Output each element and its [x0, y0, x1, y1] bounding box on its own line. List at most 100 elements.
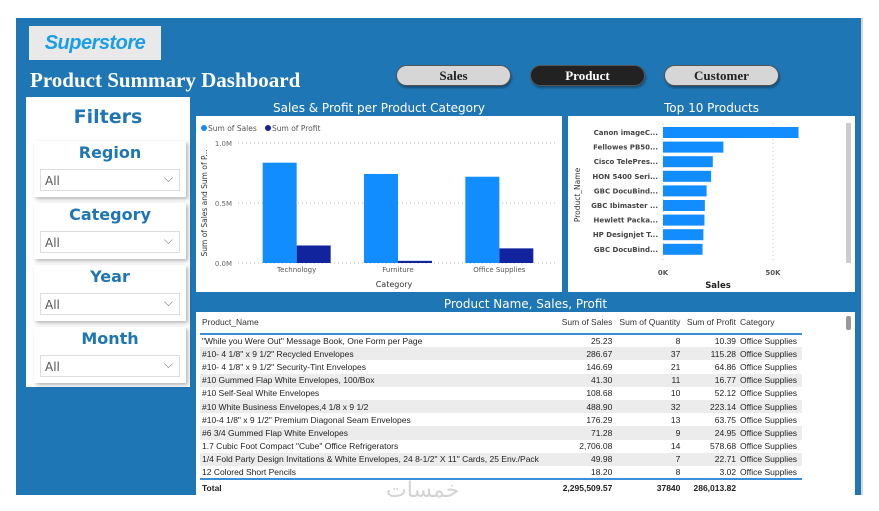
table-cell: #10- 4 1/8" x 9 1/2" Security-Tint Envel…: [202, 361, 366, 372]
category-chart-panel: Sales & Profit per Product Category 0.0M…: [196, 100, 562, 292]
table-cell: #10-4 1/8" x 9 1/2" Premium Diagonal Sea…: [202, 414, 411, 425]
table-cell: Office Supplies: [740, 388, 798, 399]
category-chart-title: Sales & Profit per Product Category: [196, 100, 562, 117]
table-cell: Office Supplies: [740, 361, 798, 372]
legend-label: Sum of Sales: [208, 124, 257, 133]
legend-marker: [201, 125, 207, 131]
table-cell: 13: [670, 414, 681, 425]
product-label: Fellowes PB50...: [593, 144, 658, 152]
table-cell: 24.95: [714, 427, 737, 438]
filters-panel: Filters Region All ⌵ Category All ⌵ Year A…: [26, 97, 190, 387]
category-slicer: Category All ⌵: [34, 203, 186, 259]
table-row[interactable]: #10- 4 1/8" x 9 1/2" Security-Tint Envel…: [200, 360, 802, 373]
table-row[interactable]: #10 Gummed Flap White Envelopes, 100/Box…: [200, 373, 802, 387]
table-row[interactable]: #10 White Business Envelopes,4 1/8 x 9 1…: [200, 399, 802, 414]
year-slicer: Year All ⌵: [34, 265, 186, 321]
bar-profit: [296, 245, 331, 263]
region-label: Region: [78, 143, 142, 162]
product-bar: [663, 141, 724, 153]
table-row[interactable]: #10- 4 1/8" x 9 1/2" Recycled Envelopes 2…: [200, 347, 802, 361]
chevron-down-icon: ⌵: [163, 295, 173, 309]
chevron-down-icon: ⌵: [163, 233, 173, 247]
region-slicer: Region All ⌵: [34, 141, 186, 197]
x-axis-title: Category: [376, 280, 413, 289]
table-cell: 18.20: [591, 466, 613, 477]
table-row[interactable]: 1/4 Fold Party Design Invitations & Whit…: [200, 452, 802, 466]
table-cell: 10.39: [714, 336, 737, 347]
nav-sales-button[interactable]: Sales: [396, 65, 511, 86]
x-tick-label: Office Supplies: [473, 266, 526, 274]
product-label: GBC DocuBind...: [594, 246, 658, 254]
x-tick-label: 0K: [658, 269, 669, 277]
table-cell: 115.28: [710, 348, 737, 359]
region-value: All: [45, 174, 60, 188]
table-row[interactable]: 1.7 Cubic Foot Compact "Cube" Office Ref…: [200, 440, 802, 453]
category-dropdown[interactable]: All ⌵: [40, 231, 180, 253]
table-cell: 10: [670, 388, 681, 399]
table-cell: 37: [670, 348, 681, 359]
table-cell: 8: [675, 336, 681, 347]
month-dropdown[interactable]: All ⌵: [40, 355, 180, 377]
nav-product-button[interactable]: Product: [530, 65, 645, 86]
category-bar-chart: 0.0M 0.5M 1.0M Sum of Sales Sum of Profit Tec…: [200, 124, 556, 289]
bar-profit: [398, 260, 432, 263]
column-header[interactable]: Product_Name: [202, 317, 259, 327]
table-cell: 12 Colored Short Pencils: [202, 466, 297, 477]
table-cell: 2,706.08: [579, 441, 613, 452]
product-label: Canon imageC...: [594, 129, 658, 137]
product-bar: [663, 229, 704, 241]
x-tick-label: Furniture: [382, 266, 413, 274]
table-cell: 25.23: [591, 336, 613, 347]
bar-sales: [364, 173, 398, 263]
table-cell: 11: [671, 375, 681, 386]
column-header[interactable]: Category: [740, 317, 775, 327]
chart-scrollbar[interactable]: [846, 123, 851, 263]
product-table: Product_Name Sum of Sales Sum of Quantity S…: [200, 314, 802, 494]
top-products-chart: 0K 50K Canon imageC... Fellowes PB50... Cisc…: [573, 123, 851, 291]
table-cell: Office Supplies: [740, 427, 798, 438]
table-cell: Office Supplies: [740, 454, 798, 465]
column-header[interactable]: Sum of Sales: [561, 317, 613, 327]
table-cell: 22.71: [714, 454, 737, 465]
product-bar: [663, 185, 707, 197]
table-row[interactable]: #10-4 1/8" x 9 1/2" Premium Diagonal Sea…: [200, 413, 802, 426]
column-header[interactable]: Sum of Quantity: [619, 317, 681, 327]
table-cell: 146.69: [586, 361, 613, 372]
product-label: GBC DocuBind...: [594, 187, 658, 195]
year-dropdown[interactable]: All ⌵: [40, 293, 180, 315]
table-cell: Office Supplies: [740, 336, 798, 347]
nav-customer-button[interactable]: Customer: [664, 65, 779, 86]
page-title: Product Summary Dashboard: [30, 68, 301, 92]
table-cell: 1/4 Fold Party Design Invitations & Whit…: [202, 454, 539, 465]
table-row[interactable]: "While you Were Out" Message Book, One F…: [200, 334, 802, 347]
column-header[interactable]: Sum of Profit: [686, 317, 737, 327]
table-row[interactable]: #10 Self-Seal White Envelopes 108.68 10 52.…: [200, 387, 802, 400]
table-cell: 7: [675, 454, 681, 465]
y-axis-title: Sum of Sales and Sum of P...: [200, 150, 209, 257]
table-cell: 64.86: [714, 361, 737, 372]
table-cell: 176.29: [586, 414, 613, 425]
table-row[interactable]: #6 3/4 Gummed Flap White Envelopes 71.28 9…: [200, 426, 802, 440]
table-row[interactable]: 12 Colored Short Pencils 18.20 8 3.02 Office…: [200, 466, 802, 479]
table-cell: 286.67: [586, 348, 613, 359]
total-cell: Total: [202, 483, 222, 494]
table-cell: 8: [675, 466, 681, 477]
total-cell: 37840: [656, 483, 681, 494]
product-label: Hewlett Packa...: [593, 217, 658, 225]
table-cell: 1.7 Cubic Foot Compact "Cube" Office Ref…: [202, 441, 399, 452]
filters-title: Filters: [73, 106, 143, 128]
product-label: HP Designjet T...: [593, 231, 658, 239]
top-products-title: Top 10 Products: [568, 100, 855, 117]
category-label: Category: [69, 205, 151, 224]
product-bar: [663, 200, 705, 211]
month-value: All: [45, 360, 60, 374]
y-axis-title: Product_Name: [573, 167, 582, 222]
month-slicer: Month All ⌵: [34, 327, 186, 383]
product-bar: [663, 127, 799, 138]
year-value: All: [45, 298, 60, 312]
dashboard: Superstore Product Summary Dashboard Sal…: [16, 18, 863, 495]
table-scrollbar[interactable]: [846, 316, 851, 330]
region-dropdown[interactable]: All ⌵: [40, 169, 180, 191]
month-label: Month: [81, 329, 139, 348]
table-cell: 578.68: [710, 441, 737, 452]
